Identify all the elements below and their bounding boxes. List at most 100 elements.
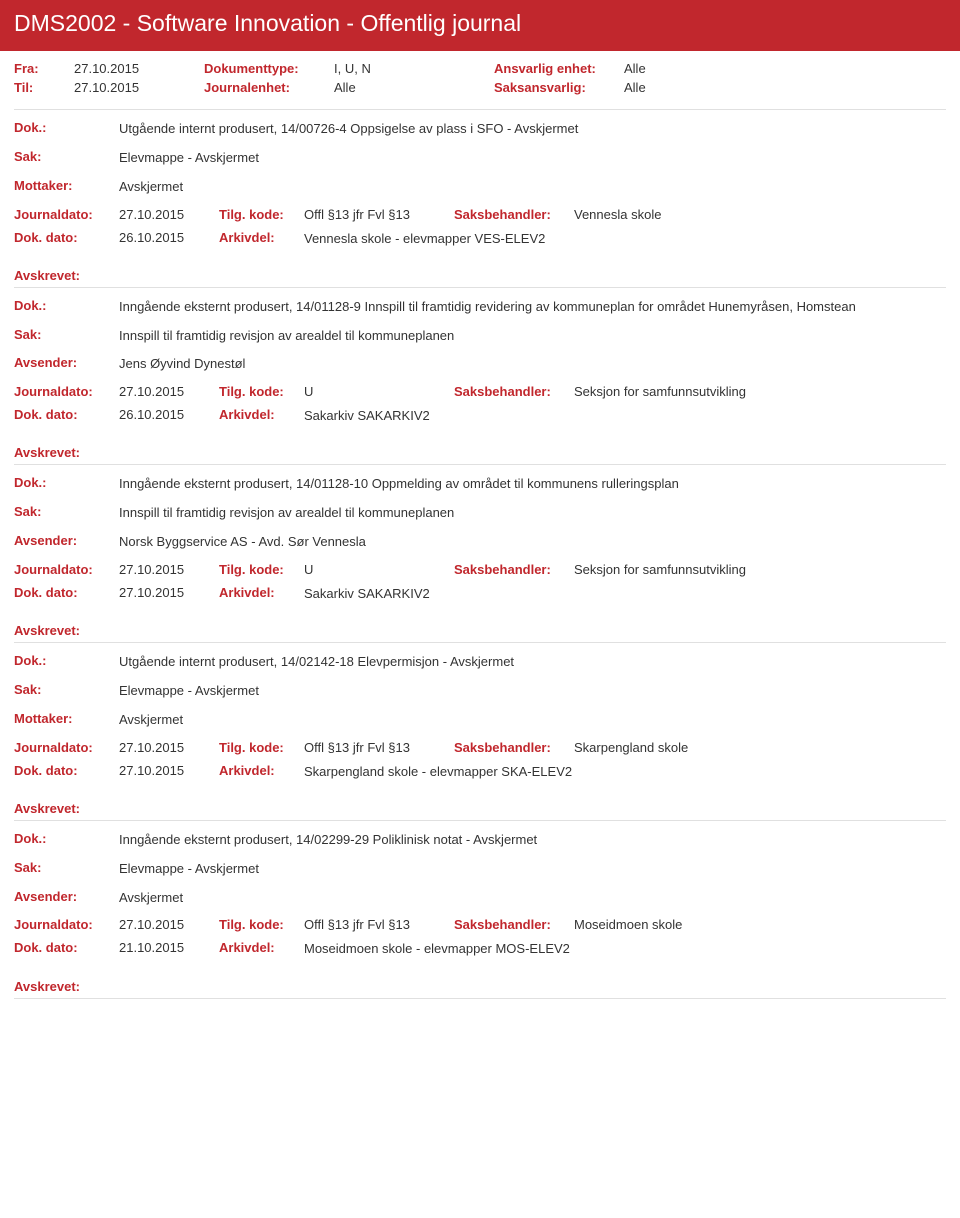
tilgkode-label: Tilg. kode:: [219, 384, 304, 399]
dok-label: Dok.:: [14, 298, 119, 313]
saksbehandler-label: Saksbehandler:: [454, 562, 574, 577]
filter-doktype-value: I, U, N: [334, 61, 494, 76]
journaldato-label: Journaldato:: [14, 740, 119, 755]
party-label: Mottaker:: [14, 711, 119, 726]
dok-label: Dok.:: [14, 831, 119, 846]
dok-value: Utgående internt produsert, 14/00726-4 O…: [119, 120, 578, 139]
journaldato-value: 27.10.2015: [119, 384, 219, 399]
saksbehandler-value: Seksjon for samfunnsutvikling: [574, 384, 746, 399]
journaldato-value: 27.10.2015: [119, 740, 219, 755]
filter-journalenhet-label: Journalenhet:: [204, 80, 334, 95]
avskrevet-label: Avskrevet:: [0, 435, 960, 462]
saksbehandler-label: Saksbehandler:: [454, 917, 574, 932]
avskrevet-label: Avskrevet:: [0, 791, 960, 818]
journaldato-label: Journaldato:: [14, 917, 119, 932]
tilgkode-value: U: [304, 562, 454, 577]
filter-saksansvarlig-label: Saksansvarlig:: [494, 80, 624, 95]
tilgkode-label: Tilg. kode:: [219, 562, 304, 577]
journal-entry: Dok.: Utgående internt produsert, 14/007…: [0, 110, 960, 258]
dokdato-label: Dok. dato:: [14, 585, 119, 600]
arkivdel-label: Arkivdel:: [219, 407, 304, 422]
journal-entry: Dok.: Inngående eksternt produsert, 14/0…: [0, 465, 960, 613]
avskrevet-label: Avskrevet:: [0, 613, 960, 640]
journaldato-label: Journaldato:: [14, 207, 119, 222]
sak-value: Elevmappe - Avskjermet: [119, 860, 259, 879]
filter-enhet-value: Alle: [624, 61, 646, 76]
party-value: Norsk Byggservice AS - Avd. Sør Vennesla: [119, 533, 366, 552]
dokdato-label: Dok. dato:: [14, 763, 119, 778]
arkivdel-value: Sakarkiv SAKARKIV2: [304, 407, 430, 425]
filter-journalenhet-value: Alle: [334, 80, 494, 95]
dok-value: Inngående eksternt produsert, 14/02299-2…: [119, 831, 537, 850]
arkivdel-label: Arkivdel:: [219, 763, 304, 778]
party-label: Avsender:: [14, 533, 119, 548]
sak-value: Elevmappe - Avskjermet: [119, 149, 259, 168]
journaldato-value: 27.10.2015: [119, 562, 219, 577]
dokdato-label: Dok. dato:: [14, 230, 119, 245]
dokdato-value: 26.10.2015: [119, 230, 219, 245]
filter-fra-label: Fra:: [14, 61, 74, 76]
filter-saksansvarlig-value: Alle: [624, 80, 646, 95]
filter-til-value: 27.10.2015: [74, 80, 204, 95]
dok-value: Utgående internt produsert, 14/02142-18 …: [119, 653, 514, 672]
tilgkode-label: Tilg. kode:: [219, 917, 304, 932]
saksbehandler-value: Vennesla skole: [574, 207, 661, 222]
sak-label: Sak:: [14, 327, 119, 342]
dokdato-value: 27.10.2015: [119, 763, 219, 778]
saksbehandler-label: Saksbehandler:: [454, 740, 574, 755]
sak-value: Innspill til framtidig revisjon av areal…: [119, 327, 454, 346]
sak-label: Sak:: [14, 682, 119, 697]
tilgkode-value: Offl §13 jfr Fvl §13: [304, 740, 454, 755]
tilgkode-value: Offl §13 jfr Fvl §13: [304, 917, 454, 932]
filter-til-label: Til:: [14, 80, 74, 95]
sak-value: Elevmappe - Avskjermet: [119, 682, 259, 701]
filter-enhet-label: Ansvarlig enhet:: [494, 61, 624, 76]
dokdato-value: 27.10.2015: [119, 585, 219, 600]
sak-label: Sak:: [14, 860, 119, 875]
party-value: Avskjermet: [119, 178, 183, 197]
dokdato-value: 21.10.2015: [119, 940, 219, 955]
avskrevet-label: Avskrevet:: [0, 969, 960, 996]
journaldato-value: 27.10.2015: [119, 917, 219, 932]
saksbehandler-value: Seksjon for samfunnsutvikling: [574, 562, 746, 577]
arkivdel-value: Vennesla skole - elevmapper VES-ELEV2: [304, 230, 545, 248]
dok-label: Dok.:: [14, 120, 119, 135]
arkivdel-label: Arkivdel:: [219, 585, 304, 600]
dokdato-value: 26.10.2015: [119, 407, 219, 422]
dok-label: Dok.:: [14, 653, 119, 668]
journaldato-label: Journaldato:: [14, 562, 119, 577]
journal-entry: Dok.: Inngående eksternt produsert, 14/0…: [0, 821, 960, 969]
sak-value: Innspill til framtidig revisjon av areal…: [119, 504, 454, 523]
arkivdel-label: Arkivdel:: [219, 230, 304, 245]
party-value: Avskjermet: [119, 889, 183, 908]
party-label: Avsender:: [14, 355, 119, 370]
arkivdel-label: Arkivdel:: [219, 940, 304, 955]
filter-section: Fra: 27.10.2015 Dokumenttype: I, U, N An…: [0, 51, 960, 105]
tilgkode-value: Offl §13 jfr Fvl §13: [304, 207, 454, 222]
filter-row-2: Til: 27.10.2015 Journalenhet: Alle Saksa…: [14, 80, 946, 95]
party-label: Mottaker:: [14, 178, 119, 193]
arkivdel-value: Skarpengland skole - elevmapper SKA-ELEV…: [304, 763, 572, 781]
divider: [14, 998, 946, 999]
dokdato-label: Dok. dato:: [14, 940, 119, 955]
saksbehandler-value: Moseidmoen skole: [574, 917, 682, 932]
saksbehandler-label: Saksbehandler:: [454, 207, 574, 222]
party-label: Avsender:: [14, 889, 119, 904]
tilgkode-label: Tilg. kode:: [219, 740, 304, 755]
tilgkode-label: Tilg. kode:: [219, 207, 304, 222]
arkivdel-value: Moseidmoen skole - elevmapper MOS-ELEV2: [304, 940, 570, 958]
saksbehandler-label: Saksbehandler:: [454, 384, 574, 399]
sak-label: Sak:: [14, 504, 119, 519]
filter-fra-value: 27.10.2015: [74, 61, 204, 76]
saksbehandler-value: Skarpengland skole: [574, 740, 688, 755]
page-title: DMS2002 - Software Innovation - Offentli…: [0, 0, 960, 51]
journal-entry: Dok.: Utgående internt produsert, 14/021…: [0, 643, 960, 791]
journaldato-value: 27.10.2015: [119, 207, 219, 222]
avskrevet-label: Avskrevet:: [0, 258, 960, 285]
dokdato-label: Dok. dato:: [14, 407, 119, 422]
sak-label: Sak:: [14, 149, 119, 164]
filter-row-1: Fra: 27.10.2015 Dokumenttype: I, U, N An…: [14, 61, 946, 76]
dok-value: Inngående eksternt produsert, 14/01128-9…: [119, 298, 856, 317]
party-value: Avskjermet: [119, 711, 183, 730]
dok-label: Dok.:: [14, 475, 119, 490]
